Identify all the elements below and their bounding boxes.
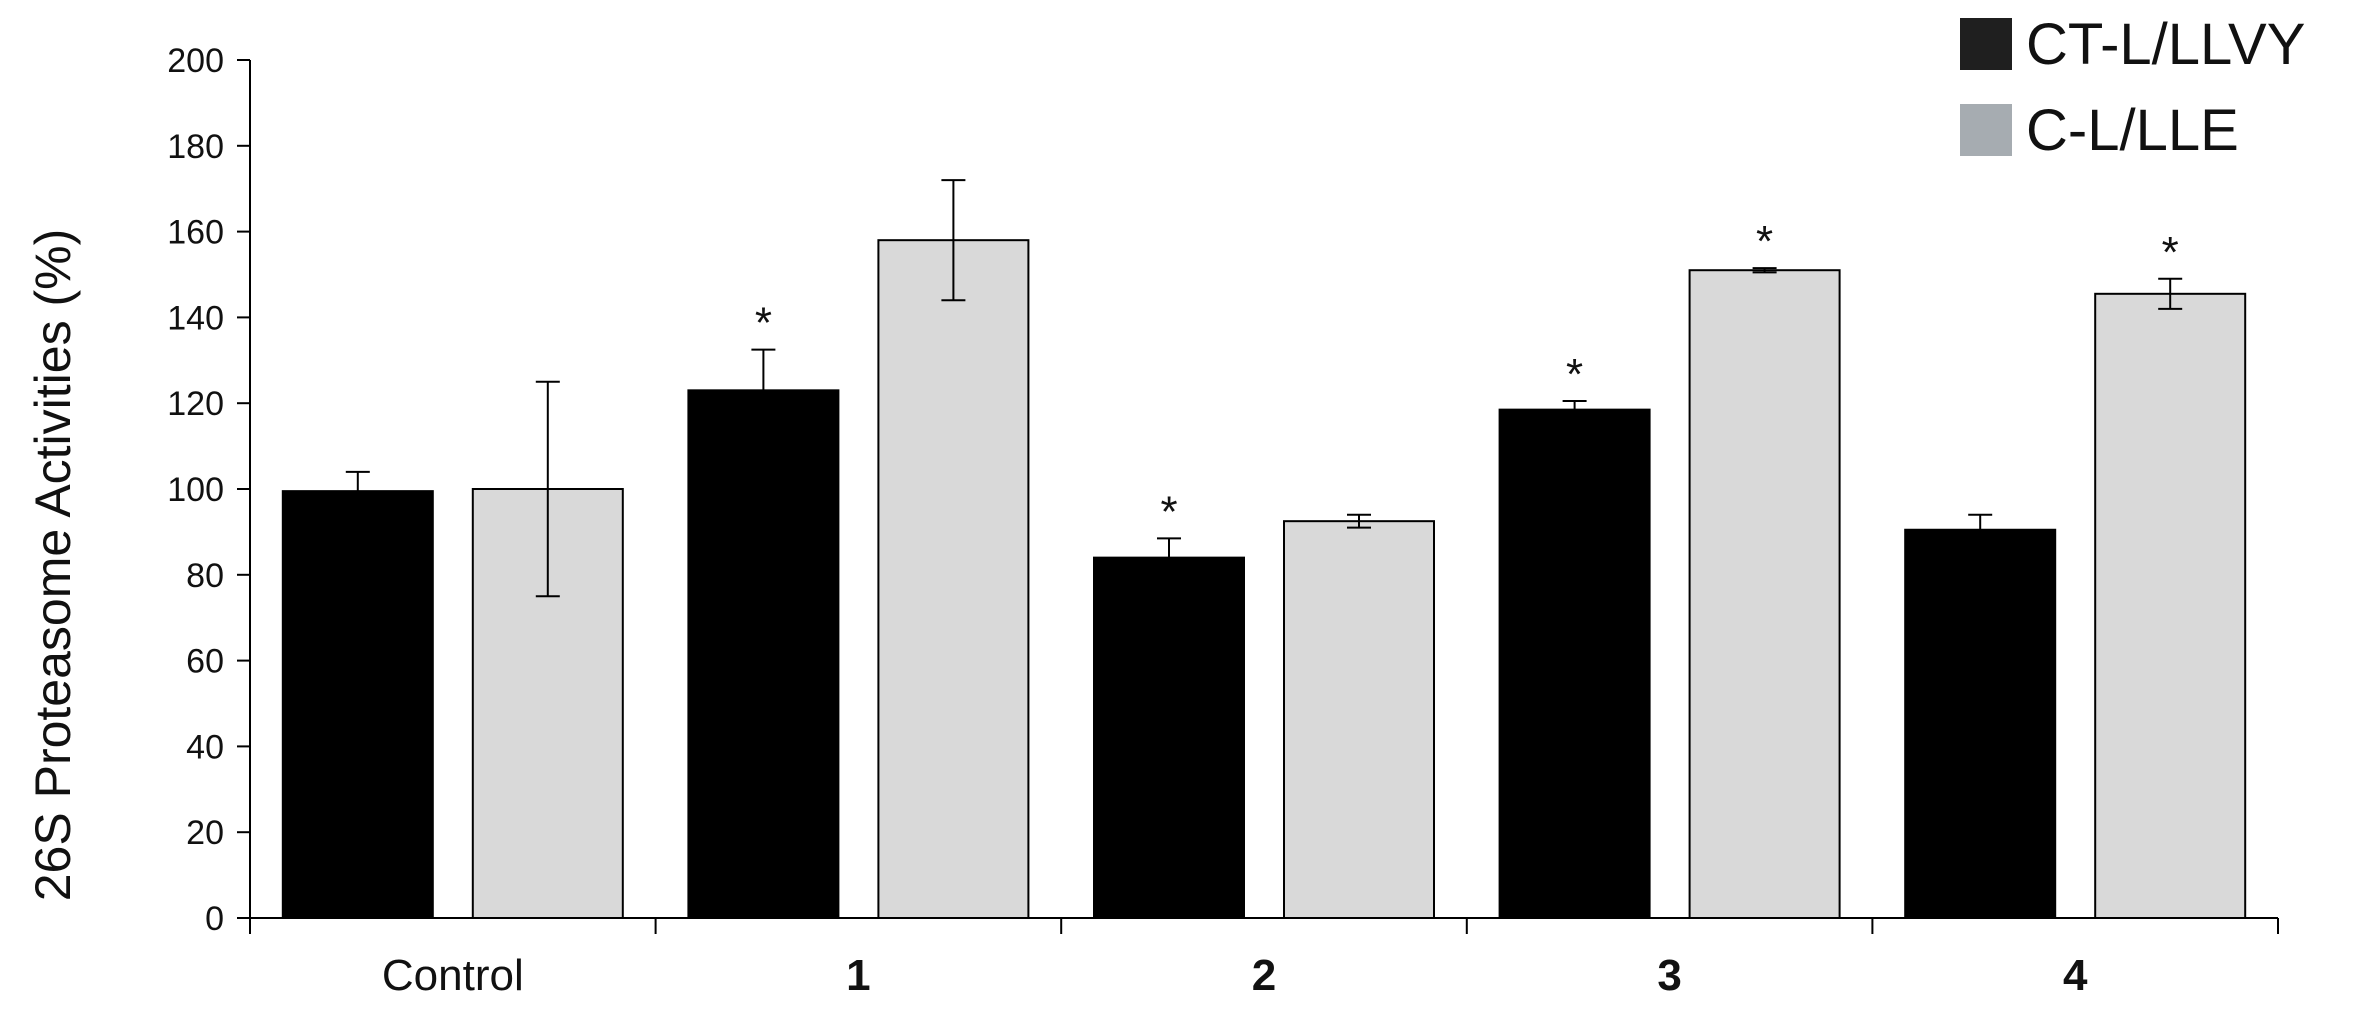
x-category-label: Control [382, 951, 524, 1000]
y-tick-label: 120 [167, 385, 224, 423]
x-category-label: 1 [846, 951, 870, 1000]
x-axis: Control 1 2 3 4 [249, 917, 2279, 1000]
bar [1688, 269, 1841, 919]
significance-marker: * [1160, 487, 1177, 536]
bars: * * * * * [281, 179, 2247, 919]
x-category-label: 4 [2063, 951, 2088, 1000]
legend-label: C-L/LLE [2026, 98, 2239, 163]
significance-marker: * [2162, 228, 2179, 277]
bar [877, 239, 1030, 919]
y-axis-title: 26S Proteasome Activities (%) [25, 229, 81, 902]
bar [687, 389, 840, 919]
bar [1498, 408, 1651, 919]
y-tick-label: 60 [186, 643, 224, 681]
y-tick-label: 20 [186, 814, 224, 852]
significance-marker: * [1566, 350, 1583, 399]
bar [281, 490, 434, 919]
y-tick-label: 180 [167, 128, 224, 166]
bar [1283, 520, 1435, 919]
x-category-label: 2 [1252, 951, 1276, 1000]
legend-swatch [1960, 18, 2012, 70]
y-axis: 0 20 40 60 80 100 120 140 160 180 200 [167, 42, 251, 938]
bar [1093, 556, 1245, 919]
x-category-label: 3 [1657, 951, 1681, 1000]
legend-label: CT-L/LLVY [2026, 12, 2305, 77]
significance-marker: * [1756, 217, 1773, 266]
bar [2094, 292, 2247, 919]
y-tick-label: 160 [167, 214, 224, 252]
y-tick-label: 200 [167, 42, 224, 80]
legend: CT-L/LLVY C-L/LLE [1960, 12, 2305, 163]
bar [1904, 528, 2057, 919]
y-tick-label: 40 [186, 728, 224, 766]
y-tick-label: 0 [205, 900, 224, 938]
y-tick-label: 140 [167, 299, 224, 337]
legend-swatch [1960, 104, 2012, 156]
y-tick-label: 80 [186, 557, 224, 595]
y-tick-label: 100 [167, 471, 224, 509]
significance-marker: * [755, 299, 772, 348]
